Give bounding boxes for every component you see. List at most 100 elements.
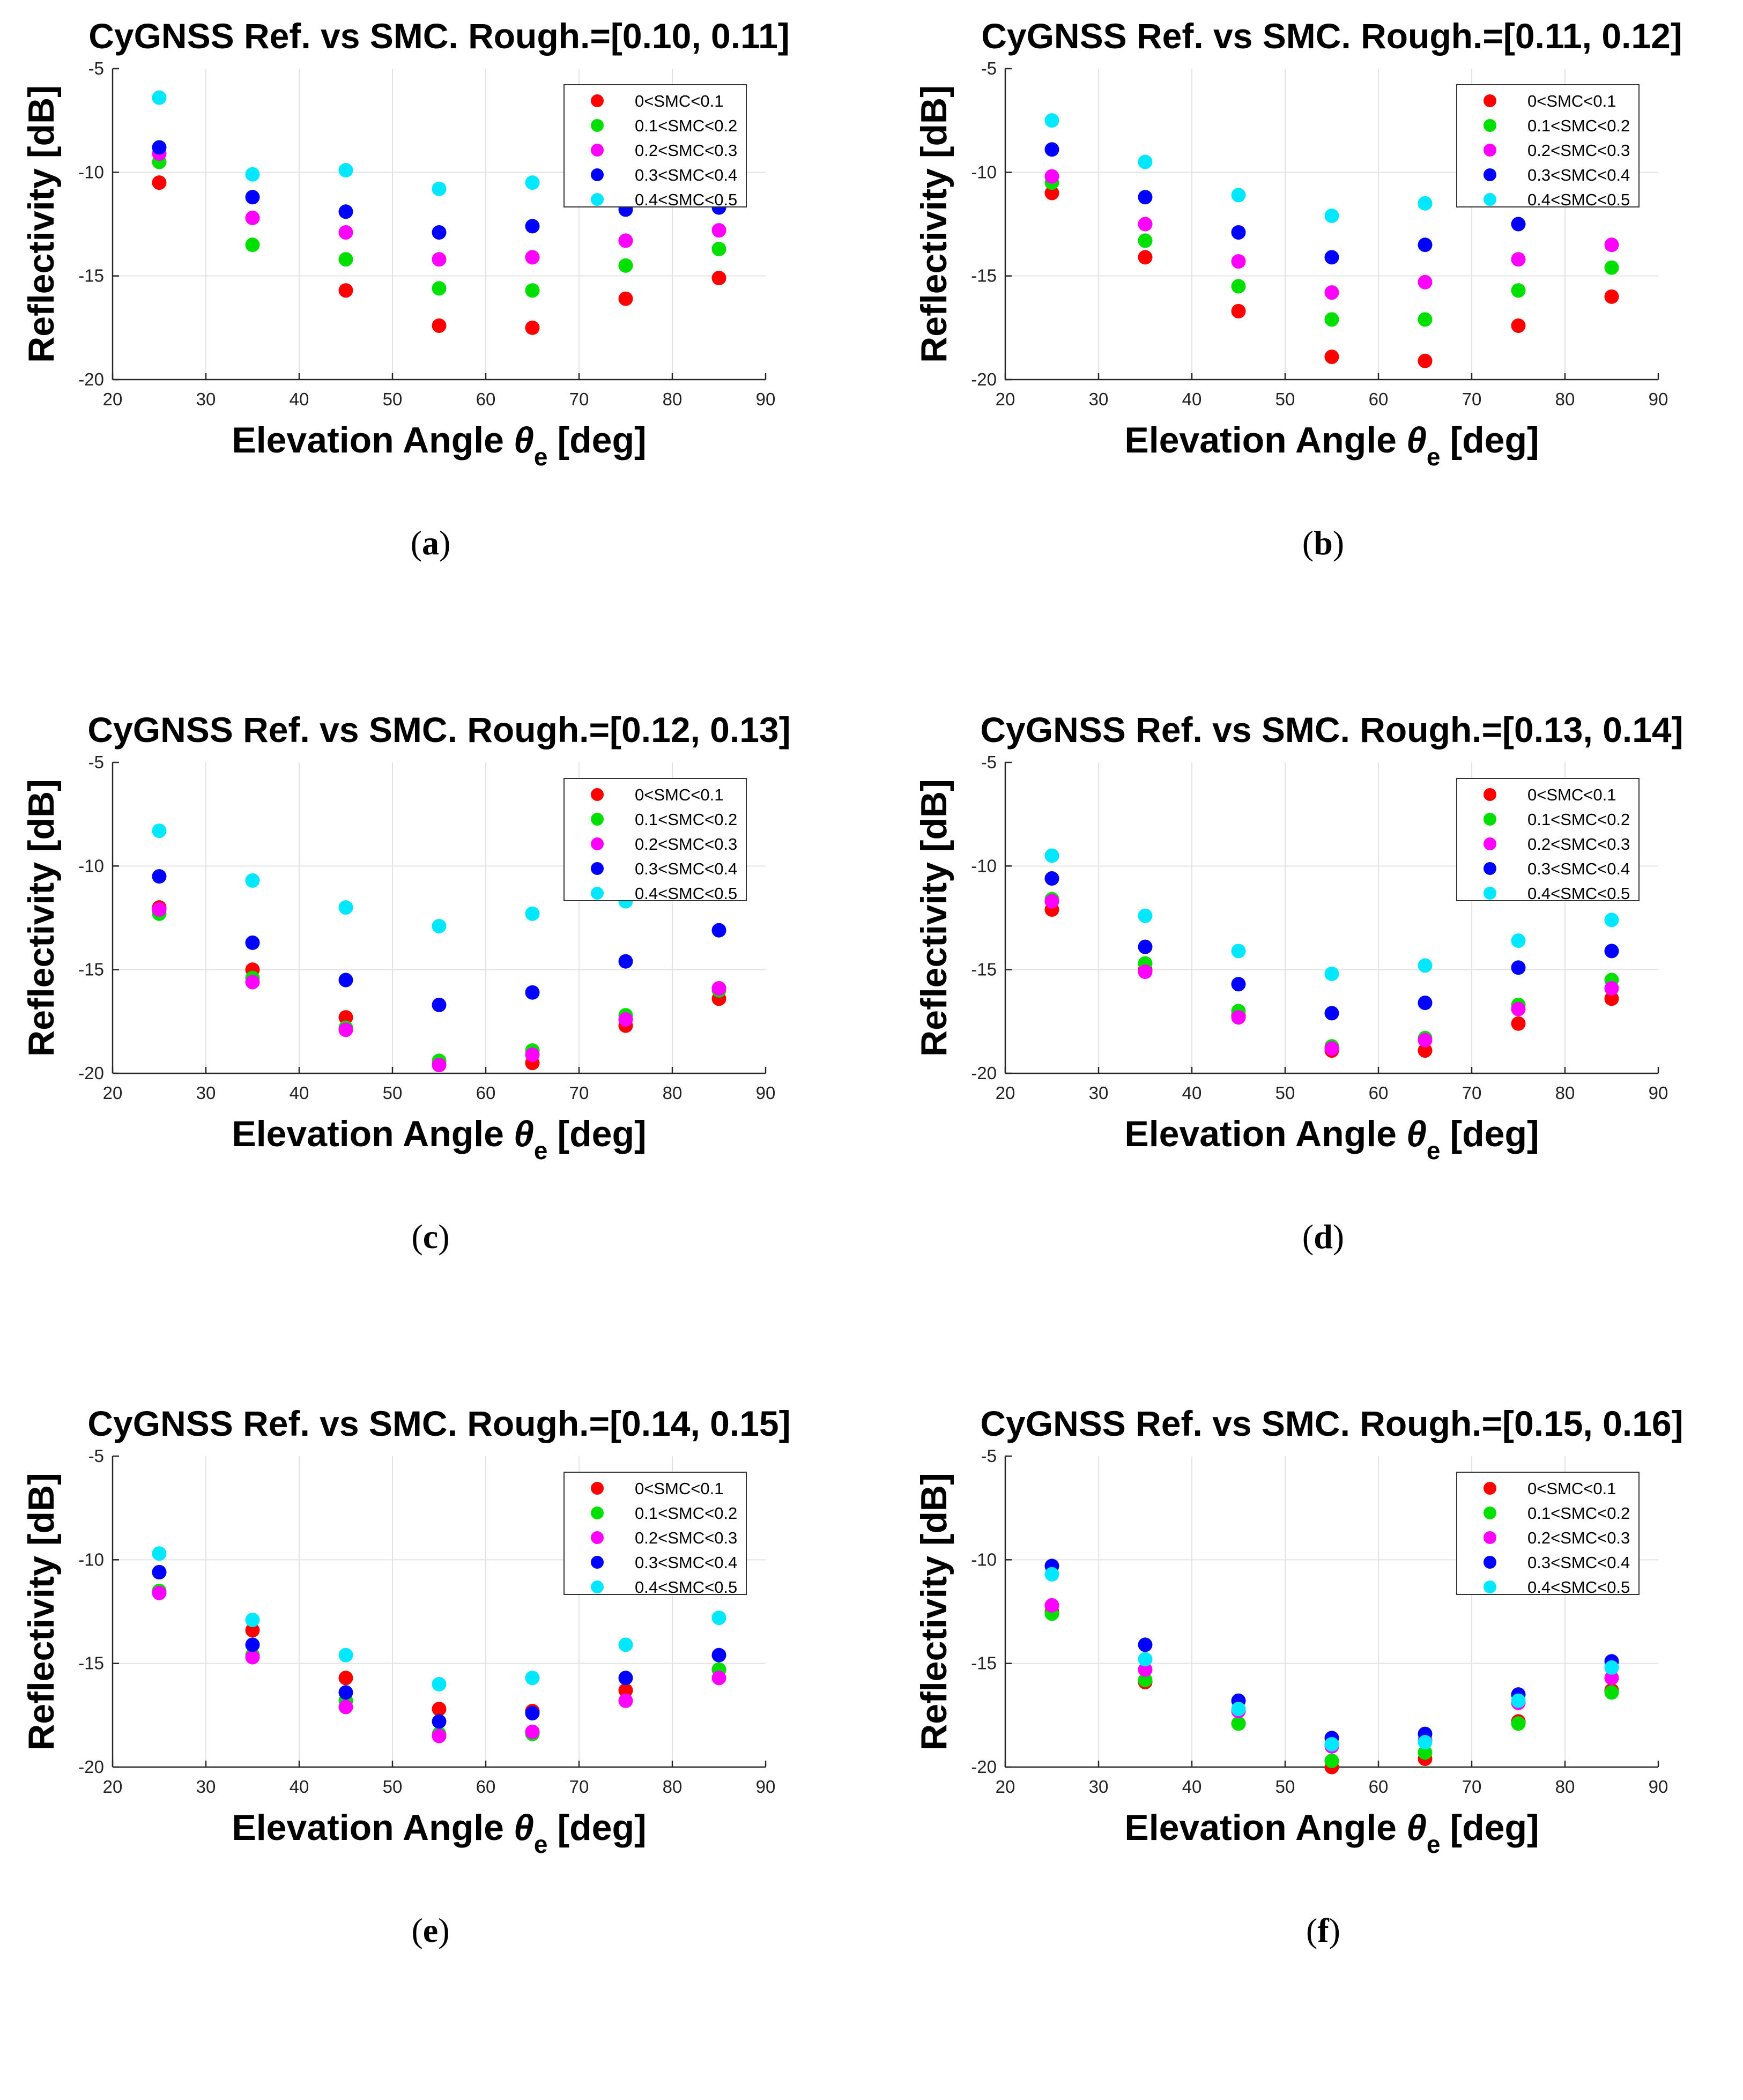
x-tick-label: 90 (1649, 1083, 1668, 1103)
x-tick-label: 60 (476, 1083, 496, 1103)
data-point (1231, 188, 1246, 203)
data-point (152, 823, 167, 838)
data-point (245, 210, 260, 225)
x-tick-label: 70 (1462, 1083, 1482, 1103)
legend-marker (1484, 862, 1496, 875)
data-point (152, 902, 167, 917)
data-point (432, 997, 447, 1012)
x-tick-label: 40 (1182, 389, 1202, 409)
x-tick-label: 80 (663, 1083, 683, 1103)
x-axis-label-subscript: e (1427, 443, 1441, 471)
y-tick-label: -20 (78, 1757, 104, 1777)
legend-entry: 0.1<SMC<0.2 (1527, 810, 1630, 829)
caption-letter: e (423, 1911, 438, 1949)
x-axis-label-subscript: e (1427, 1830, 1441, 1858)
legend-entry: 0.3<SMC<0.4 (635, 166, 737, 184)
data-point (1138, 1673, 1153, 1688)
legend-entry: 0.2<SMC<0.3 (635, 141, 737, 160)
legend-entry: 0.1<SMC<0.2 (635, 116, 737, 135)
data-point (1324, 209, 1339, 224)
x-tick-label: 60 (476, 389, 496, 409)
data-point (1604, 1685, 1619, 1700)
data-point (1511, 960, 1526, 975)
data-point (525, 175, 540, 190)
legend-entry: 0.4<SMC<0.5 (635, 1578, 737, 1597)
y-tick-label: -10 (78, 856, 104, 875)
x-axis-label-symbol: θ (514, 420, 534, 461)
x-tick-label: 60 (476, 1777, 496, 1797)
data-point (338, 1010, 353, 1025)
data-point (1138, 964, 1153, 979)
data-point (1324, 1753, 1339, 1768)
chart-title: CyGNSS Ref. vs SMC. Rough.=[0.13, 0.14] (980, 710, 1683, 750)
x-tick-label: 40 (290, 389, 309, 409)
data-point (338, 900, 353, 915)
data-point (1511, 1016, 1526, 1031)
legend-marker (1484, 1482, 1496, 1495)
x-tick-label: 50 (1275, 389, 1295, 409)
legend-marker (591, 788, 604, 801)
x-tick-label: 30 (1089, 1083, 1109, 1103)
x-axis-label: Elevation Angle θe [deg] (232, 420, 646, 471)
x-axis-label-text: Elevation Angle (232, 1114, 504, 1154)
chart-panel-e: 20 30 40 50 60 70 80 90 -20 -15 -10 -5 CyGNSS Ref. v… (21, 1404, 791, 1949)
caption-close-paren: ) (1333, 524, 1344, 562)
x-tick-label: 60 (1369, 389, 1389, 409)
data-point (432, 318, 447, 333)
x-tick-label: 50 (1275, 1777, 1295, 1797)
x-tick-label: 30 (1089, 389, 1109, 409)
caption-open-paren: ( (411, 524, 422, 562)
data-point (1418, 996, 1433, 1011)
y-tick-label: -5 (88, 1446, 104, 1466)
data-point (338, 1700, 353, 1715)
data-point (618, 1671, 633, 1686)
y-axis-label: Reflectivity [dB] (21, 85, 62, 363)
data-point (1511, 217, 1526, 232)
caption-close-paren: ) (1329, 1911, 1340, 1949)
x-tick-label: 70 (1462, 1777, 1482, 1797)
legend-marker (591, 94, 604, 107)
x-tick-label: 90 (756, 1083, 776, 1103)
data-point (432, 1728, 447, 1743)
data-point (1044, 894, 1059, 909)
legend-marker (591, 1580, 604, 1593)
legend-marker (591, 1507, 604, 1519)
x-axis-label-subscript: e (1427, 1137, 1441, 1164)
legend-entry: 0.3<SMC<0.4 (1527, 166, 1630, 184)
data-point (432, 281, 447, 296)
data-point (1418, 312, 1433, 327)
legend-entry: 0.1<SMC<0.2 (1527, 1504, 1630, 1523)
data-point (1231, 225, 1246, 240)
data-point (1324, 1006, 1339, 1021)
x-tick-label: 30 (196, 1777, 216, 1797)
x-tick-label: 70 (569, 389, 589, 409)
x-axis-label-subscript: e (534, 443, 548, 471)
x-axis-label: Elevation Angle θe [deg] (1124, 1807, 1539, 1858)
legend-entry: 0<SMC<0.1 (635, 92, 723, 110)
data-point (711, 1671, 726, 1686)
y-tick-label: -10 (971, 162, 997, 182)
y-axis-label: Reflectivity [dB] (21, 779, 62, 1057)
legend-entry: 0.4<SMC<0.5 (1527, 1578, 1630, 1597)
data-point (1604, 944, 1619, 959)
x-tick-label: 50 (1275, 1083, 1295, 1103)
data-point (432, 181, 447, 196)
legend-entry: 0.3<SMC<0.4 (635, 1553, 737, 1572)
x-axis-label-unit: [deg] (1450, 420, 1539, 461)
legend-entry: 0.2<SMC<0.3 (1527, 835, 1630, 854)
x-tick-label: 40 (290, 1083, 309, 1103)
x-tick-label: 30 (1089, 1777, 1109, 1797)
caption-letter: d (1314, 1218, 1333, 1256)
legend-marker (591, 1556, 604, 1569)
x-axis-label-symbol: θ (1406, 420, 1427, 461)
legend-entry: 0.3<SMC<0.4 (1527, 1553, 1630, 1572)
data-point (152, 175, 167, 190)
data-point (1511, 252, 1526, 267)
data-point (432, 225, 447, 240)
legend-marker (1484, 193, 1496, 206)
chart-panel-f: 20 30 40 50 60 70 80 90 -20 -15 -10 -5 CyGNSS Ref. v… (914, 1404, 1683, 1949)
y-tick-label: -10 (971, 1549, 997, 1569)
data-point (1138, 1652, 1153, 1667)
panel-caption: (c) (411, 1218, 449, 1256)
